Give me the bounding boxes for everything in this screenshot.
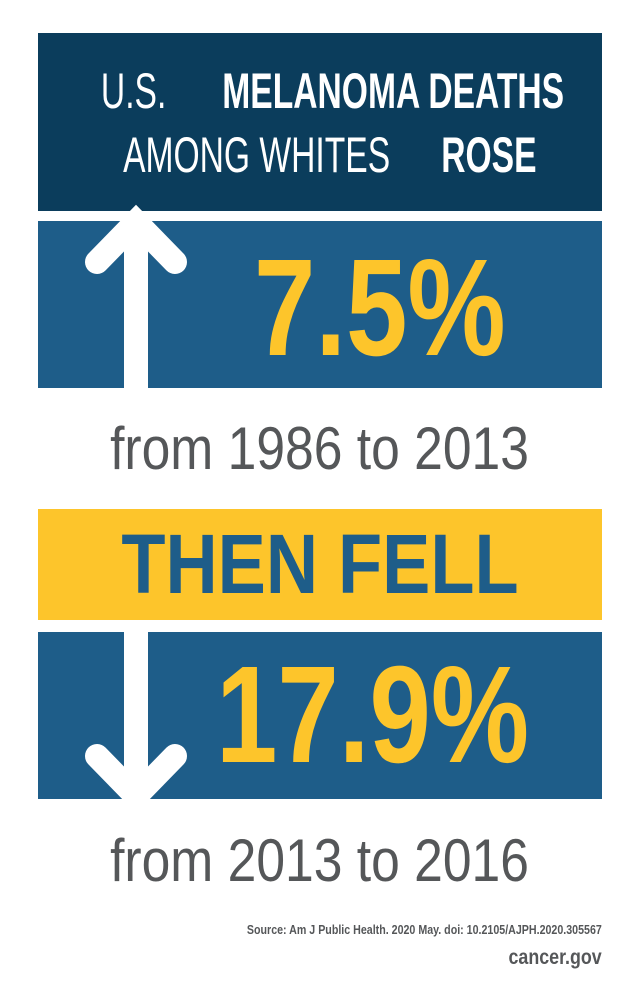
title-line-1: U.S. MELANOMA DEATHS (38, 63, 602, 119)
title-text-bold: ROSE (440, 127, 537, 183)
then-fell-banner: THEN FELL (38, 509, 602, 620)
title-text-light: U.S. (100, 63, 167, 119)
title-line-2: AMONG WHITES ROSE (38, 127, 602, 183)
fall-percentage: 17.9% (216, 638, 530, 792)
rise-period-text: from 1986 to 2013 (110, 415, 530, 482)
site-credit: cancer.gov (508, 946, 602, 969)
title-text-bold: MELANOMA DEATHS (222, 63, 565, 119)
fall-period-text: from 2013 to 2016 (110, 827, 530, 894)
source-citation: Source: Am J Public Health. 2020 May. do… (247, 922, 602, 937)
then-fell-text: THEN FELL (121, 517, 519, 611)
fall-period: from 2013 to 2016 (0, 826, 640, 896)
title-text-light: AMONG WHITES (122, 127, 390, 183)
title-banner: U.S. MELANOMA DEATHS AMONG WHITES ROSE (38, 33, 602, 211)
rise-period: from 1986 to 2013 (0, 414, 640, 484)
rise-percentage: 7.5% (254, 231, 506, 385)
